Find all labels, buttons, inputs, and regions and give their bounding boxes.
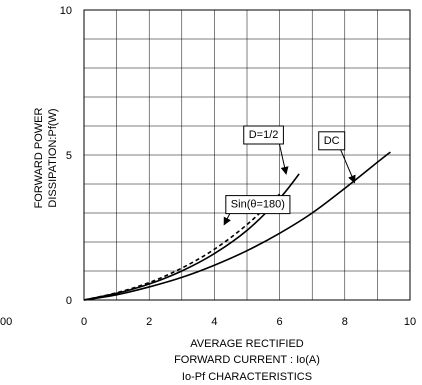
series-layer [83,151,391,301]
annotation-dc-box [318,131,346,151]
stray-tick-label: 00 [0,316,12,328]
series-line-d [83,173,300,301]
annotation-sin-box [225,195,291,215]
grid [84,10,410,300]
x-axis-label-line-1: AVERAGE RECTIFIED [190,338,304,350]
annotation-d-text: D=1/2 [249,129,279,141]
series-line-dc [83,151,391,301]
tick-layer: 0 2 4 6 8 10 0 5 10 [60,5,416,328]
annotation-sin-arrow [223,213,231,226]
annotation-layer: Sin(θ=180) D=1/2 DC [223,125,356,226]
annotation-d: D=1/2 [243,125,289,175]
x-tick-label: 6 [277,316,283,328]
x-tick-label: 4 [211,316,217,328]
y-tick-label: 10 [60,5,72,17]
y-axis-label-line-2: DISSIPATION:Pf(W) [47,108,59,207]
y-tick-label: 0 [66,295,72,307]
annotation-dc-arrow [340,149,356,184]
y-axis-label: FORWARD POWER DISSIPATION:Pf(W) [33,108,59,209]
annotation-d-box [243,125,284,145]
annotation-dc-text: DC [324,135,340,147]
x-tick-label: 2 [146,316,152,328]
x-axis-label-line-3: Io-Pf CHARACTERISTICS [182,371,312,383]
x-tick-label: 0 [81,316,87,328]
annotation-dc: DC [318,131,356,184]
y-tick-label: 5 [66,150,72,162]
annotation-d-arrow [278,143,289,175]
x-tick-label: 10 [404,316,416,328]
x-tick-label: 8 [342,316,348,328]
y-axis-label-line-1: FORWARD POWER [33,108,45,209]
annotation-sin: Sin(θ=180) [223,195,291,226]
plot-frame [83,9,411,301]
annotation-sin-text: Sin(θ=180) [231,199,285,211]
x-axis-label-line-2: FORWARD CURRENT : Io(A) [174,354,320,366]
